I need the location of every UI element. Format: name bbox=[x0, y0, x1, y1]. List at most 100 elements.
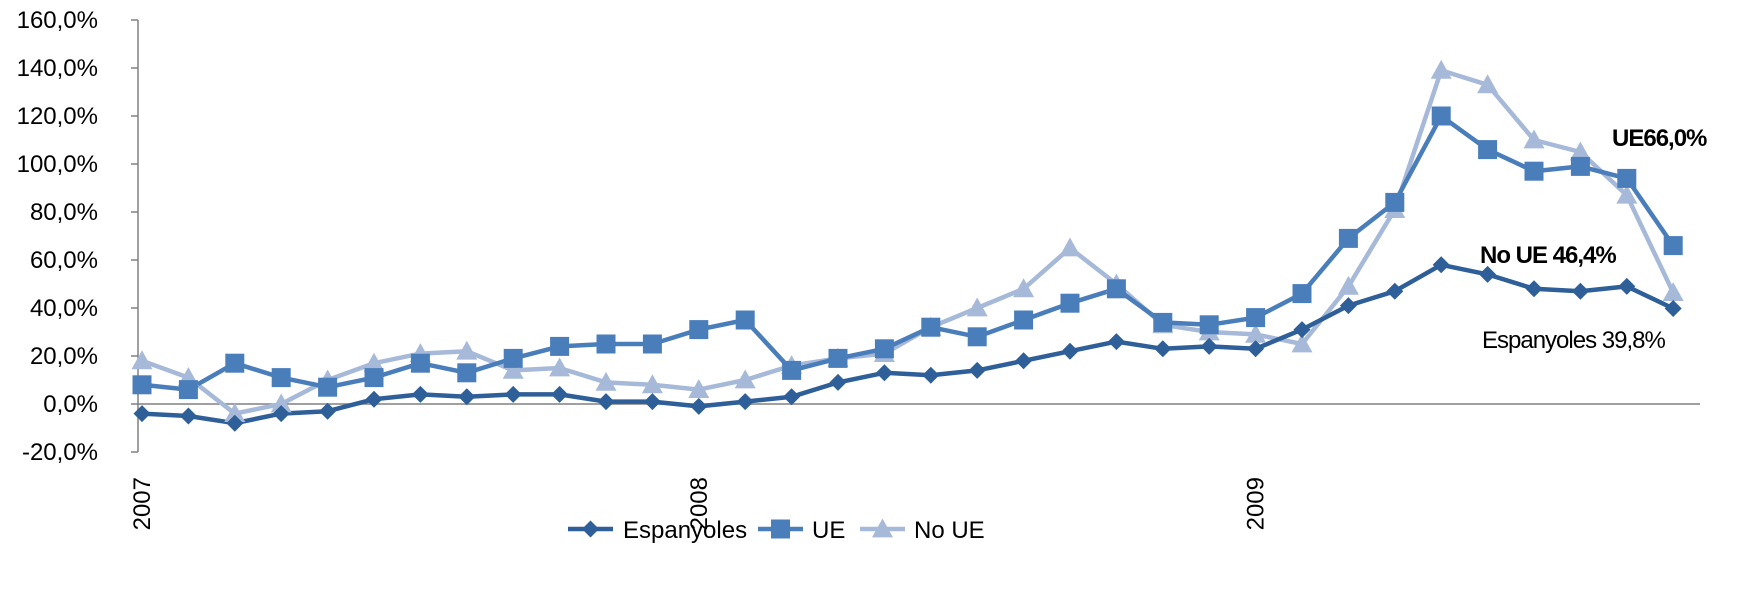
series-markers-espanyoles bbox=[133, 256, 1682, 432]
data-point bbox=[1571, 282, 1589, 300]
data-point bbox=[1570, 156, 1590, 176]
data-point bbox=[1386, 282, 1404, 300]
data-point bbox=[1662, 282, 1684, 302]
annotations: UE66,0% No UE 46,4% Espanyoles 39,8% bbox=[1480, 125, 1708, 354]
x-tick-label: 2008 bbox=[686, 477, 713, 530]
data-point bbox=[457, 363, 477, 383]
data-point bbox=[410, 353, 430, 373]
data-point bbox=[1291, 333, 1313, 353]
data-point bbox=[874, 339, 894, 359]
data-point bbox=[1479, 265, 1497, 283]
data-point bbox=[643, 393, 661, 411]
data-point bbox=[132, 375, 152, 395]
data-point bbox=[735, 310, 755, 330]
data-point bbox=[597, 393, 615, 411]
data-point bbox=[319, 402, 337, 420]
x-tick-label: 2009 bbox=[1243, 477, 1270, 530]
data-point bbox=[1247, 340, 1265, 358]
data-point bbox=[829, 373, 847, 391]
data-point bbox=[550, 336, 570, 356]
data-point bbox=[828, 348, 848, 368]
data-point bbox=[226, 414, 244, 432]
data-point bbox=[1199, 315, 1219, 335]
data-point bbox=[1292, 284, 1312, 304]
data-point bbox=[1525, 280, 1543, 298]
data-point bbox=[133, 405, 151, 423]
x-tick-label: 2007 bbox=[129, 477, 156, 530]
legend: Espanyoles UE No UE bbox=[568, 517, 985, 544]
data-point bbox=[1337, 275, 1359, 295]
data-point bbox=[271, 368, 291, 388]
y-tick-label: 60,0% bbox=[30, 247, 98, 274]
data-point bbox=[1478, 140, 1498, 160]
data-point bbox=[734, 369, 756, 389]
data-point bbox=[178, 380, 198, 400]
series-markers-ue bbox=[132, 106, 1683, 400]
series-line-espanyoles bbox=[141, 262, 1675, 426]
data-point bbox=[1107, 333, 1125, 351]
data-point bbox=[875, 364, 893, 382]
data-point bbox=[595, 371, 617, 391]
data-point bbox=[1013, 278, 1035, 298]
data-point bbox=[502, 359, 524, 379]
y-tick-label: 140,0% bbox=[17, 55, 98, 82]
data-point bbox=[411, 385, 429, 403]
data-point bbox=[642, 334, 662, 354]
data-point bbox=[225, 353, 245, 373]
annotation-espanyoles: Espanyoles 39,8% bbox=[1482, 327, 1665, 354]
data-point bbox=[270, 393, 292, 413]
data-point bbox=[968, 361, 986, 379]
legend-label: Espanyoles bbox=[623, 517, 747, 544]
data-point bbox=[1523, 129, 1545, 149]
axes bbox=[137, 20, 1700, 452]
data-point bbox=[736, 393, 754, 411]
legend-item: No UE bbox=[860, 517, 985, 544]
data-point bbox=[1432, 256, 1450, 274]
data-point bbox=[922, 366, 940, 384]
data-point bbox=[1015, 352, 1033, 370]
data-point bbox=[1153, 312, 1173, 332]
y-tick-label: 80,0% bbox=[30, 199, 98, 226]
data-point bbox=[921, 317, 941, 337]
legend-item: Espanyoles bbox=[568, 517, 747, 544]
y-tick-label: 100,0% bbox=[17, 151, 98, 178]
legend-item: UE bbox=[758, 517, 845, 544]
y-tick-label: 120,0% bbox=[17, 103, 98, 130]
series-lines bbox=[141, 68, 1676, 426]
data-point bbox=[224, 403, 246, 422]
data-point bbox=[551, 385, 569, 403]
data-point bbox=[1154, 340, 1172, 358]
data-point bbox=[1061, 342, 1079, 360]
data-point bbox=[596, 334, 616, 354]
data-point bbox=[1431, 106, 1451, 126]
data-point bbox=[1106, 279, 1126, 299]
y-tick-label: 160,0% bbox=[17, 7, 98, 34]
legend-marker bbox=[872, 518, 893, 538]
y-tick-label: 40,0% bbox=[30, 295, 98, 322]
y-axis-ticks: 160,0% 140,0% 120,0% 100,0% 80,0% 60,0% 40,0% 2… bbox=[17, 7, 138, 466]
data-point bbox=[1014, 310, 1034, 330]
data-point bbox=[1339, 297, 1357, 315]
data-point bbox=[365, 390, 383, 408]
data-point bbox=[1060, 293, 1080, 313]
legend-marker bbox=[582, 520, 599, 538]
data-point bbox=[782, 360, 802, 380]
data-point bbox=[1200, 337, 1218, 355]
y-tick-label: -20,0% bbox=[22, 439, 98, 466]
annotation-ue: UE66,0% bbox=[1612, 125, 1707, 152]
data-point bbox=[179, 407, 197, 425]
data-point bbox=[363, 352, 385, 372]
data-point bbox=[1477, 74, 1499, 94]
data-point bbox=[131, 350, 153, 370]
annotation-no-ue: No UE 46,4% bbox=[1480, 242, 1616, 269]
data-point bbox=[783, 388, 801, 406]
data-point bbox=[689, 320, 709, 340]
legend-marker bbox=[771, 519, 790, 539]
data-point bbox=[688, 379, 710, 398]
data-point bbox=[690, 397, 708, 415]
data-point bbox=[1430, 59, 1452, 79]
data-point bbox=[456, 340, 478, 360]
data-point bbox=[1524, 161, 1544, 181]
data-point bbox=[641, 374, 663, 394]
data-point bbox=[1246, 308, 1266, 328]
